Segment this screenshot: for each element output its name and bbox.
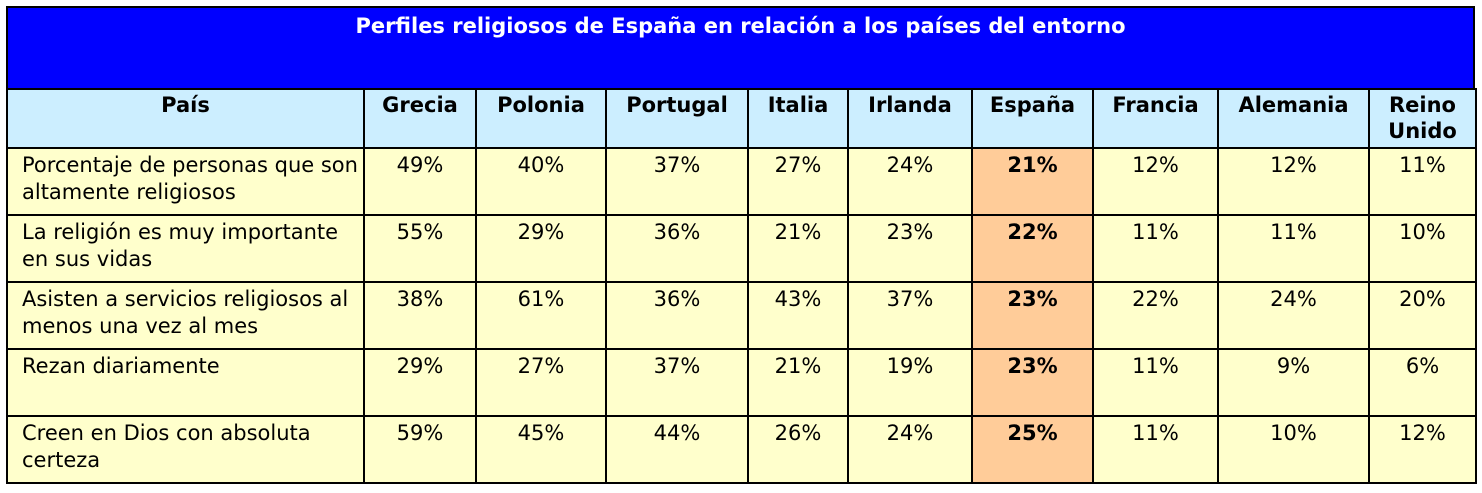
table-cell: 9% [1217,348,1370,417]
row-label: Rezan diariamente [6,348,365,417]
table-cell: 10% [1217,415,1370,484]
table-cell: 11% [1217,214,1370,283]
column-header-polonia: Polonia [475,88,607,149]
table-cell: 38% [363,281,477,350]
column-header-country: País [6,88,365,149]
highlighted-cell-espana: 23% [971,281,1094,350]
table-cell: 40% [475,147,607,216]
table-cell: 24% [847,147,973,216]
table-cell: 19% [847,348,973,417]
table-cell: 36% [605,281,749,350]
table-cell: 11% [1368,147,1477,216]
column-header-grecia: Grecia [363,88,477,149]
table-cell: 23% [847,214,973,283]
table-cell: 59% [363,415,477,484]
row-label: La religión es muy importante en sus vid… [6,214,365,283]
table-cell: 21% [747,214,849,283]
table-cell: 12% [1092,147,1219,216]
table-cell: 6% [1368,348,1477,417]
table-cell: 22% [1092,281,1219,350]
table-cell: 24% [847,415,973,484]
table-cell: 10% [1368,214,1477,283]
column-header-portugal: Portugal [605,88,749,149]
header-row: País Grecia Polonia Portugal Italia Irla… [6,88,1477,149]
column-header-irlanda: Irlanda [847,88,973,149]
religious-profiles-table: País Grecia Polonia Portugal Italia Irla… [6,88,1477,484]
column-header-alemania: Alemania [1217,88,1370,149]
table-cell: 12% [1368,415,1477,484]
table-cell: 11% [1092,348,1219,417]
table-cell: 20% [1368,281,1477,350]
table-cell: 29% [363,348,477,417]
highlighted-cell-espana: 25% [971,415,1094,484]
table-cell: 24% [1217,281,1370,350]
table-cell: 43% [747,281,849,350]
column-header-reino-unido: Reino Unido [1368,88,1477,149]
table-cell: 61% [475,281,607,350]
row-label: Creen en Dios con absoluta certeza [6,415,365,484]
table-cell: 27% [747,147,849,216]
table-cell: 21% [747,348,849,417]
table-cell: 37% [605,348,749,417]
column-header-francia: Francia [1092,88,1219,149]
table-cell: 11% [1092,415,1219,484]
table-row: La religión es muy importante en sus vid… [6,214,1477,283]
table-cell: 26% [747,415,849,484]
table-cell: 44% [605,415,749,484]
table-cell: 37% [605,147,749,216]
row-label: Porcentaje de personas que son altamente… [6,147,365,216]
table-title: Perfiles religiosos de España en relació… [6,6,1475,88]
religious-profiles-table-container: Perfiles religiosos de España en relació… [6,6,1477,484]
table-cell: 49% [363,147,477,216]
table-cell: 12% [1217,147,1370,216]
table-cell: 55% [363,214,477,283]
table-row: Rezan diariamente 29% 27% 37% 21% 19% 23… [6,348,1477,417]
highlighted-cell-espana: 23% [971,348,1094,417]
table-cell: 37% [847,281,973,350]
highlighted-cell-espana: 22% [971,214,1094,283]
table-cell: 27% [475,348,607,417]
table-cell: 11% [1092,214,1219,283]
table-row: Asisten a servicios religiosos al menos … [6,281,1477,350]
highlighted-cell-espana: 21% [971,147,1094,216]
table-cell: 36% [605,214,749,283]
table-cell: 45% [475,415,607,484]
column-header-espana: España [971,88,1094,149]
table-cell: 29% [475,214,607,283]
table-row: Porcentaje de personas que son altamente… [6,147,1477,216]
table-row: Creen en Dios con absoluta certeza 59% 4… [6,415,1477,484]
row-label: Asisten a servicios religiosos al menos … [6,281,365,350]
column-header-italia: Italia [747,88,849,149]
